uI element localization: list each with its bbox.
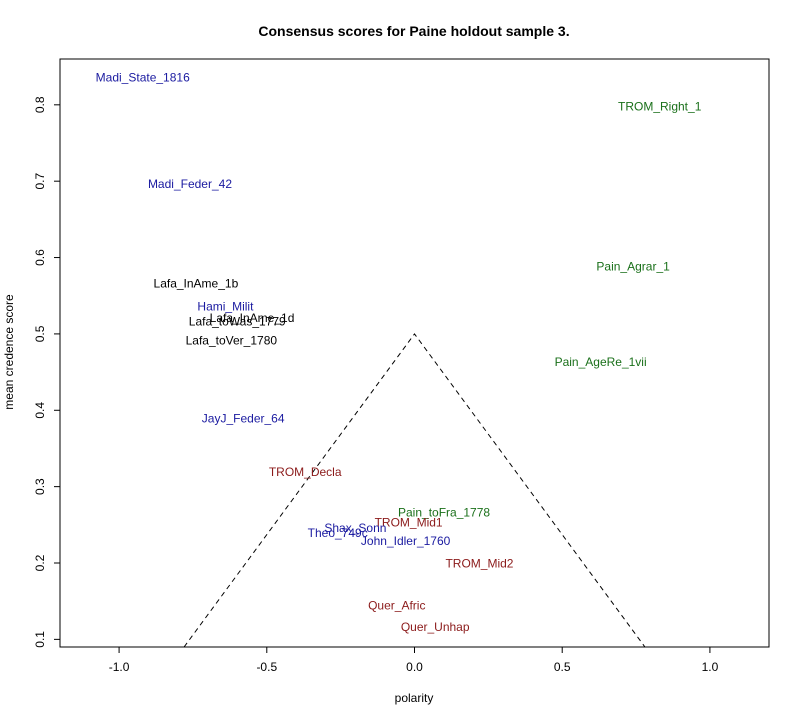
x-tick-label: 1.0 xyxy=(702,660,719,674)
chart-title: Consensus scores for Paine holdout sampl… xyxy=(258,23,569,39)
data-labels: Madi_State_1816 Madi_Feder_42 Lafa_InAme_1… xyxy=(96,70,702,634)
point-label: Madi_Feder_42 xyxy=(148,177,232,191)
point-label: TROM_Right_1 xyxy=(618,99,702,113)
y-axis: 0.1 0.2 0.3 0.4 0.5 0.6 0.7 0.8 xyxy=(33,96,60,648)
x-axis: -1.0 -0.5 0.0 0.5 1.0 xyxy=(109,647,719,674)
point-label: TROM_Mid2 xyxy=(445,557,513,571)
point-label: Lafa_InAme_1d xyxy=(210,311,295,325)
point-label: John_Idler_1760 xyxy=(361,534,451,548)
y-tick-label: 0.3 xyxy=(33,478,47,495)
point-label: TROM_Mid1 xyxy=(375,515,443,529)
reference-triangle xyxy=(183,333,646,648)
x-tick-label: -1.0 xyxy=(109,660,130,674)
point-label: JayJ_Feder_64 xyxy=(202,412,285,426)
point-label: Madi_State_1816 xyxy=(96,70,190,84)
point-label: Shax_Sonn xyxy=(324,521,386,535)
point-label: Pain_AgeRe_1vii xyxy=(555,355,647,369)
y-axis-label: mean credence score xyxy=(2,294,16,410)
point-label: Theo_749c xyxy=(308,526,368,540)
point-label: Lafa_InAme_1b xyxy=(154,276,239,290)
x-axis-label: polarity xyxy=(395,691,434,705)
x-tick-label: -0.5 xyxy=(256,660,277,674)
point-label: Quer_Unhap xyxy=(401,620,470,634)
y-tick-label: 0.6 xyxy=(33,249,47,266)
point-label: Pain_toFra_1778 xyxy=(398,506,490,520)
y-tick-label: 0.4 xyxy=(33,402,47,419)
plot-frame xyxy=(59,58,770,648)
x-tick-label: 0.5 xyxy=(554,660,571,674)
point-label: Hami_Milit xyxy=(197,299,254,313)
y-tick-label: 0.1 xyxy=(33,631,47,648)
y-tick-label: 0.5 xyxy=(33,325,47,342)
point-label: Lafa_toWas_1779 xyxy=(189,315,286,329)
point-label: Quer_Afric xyxy=(368,599,425,613)
y-tick-label: 0.2 xyxy=(33,554,47,571)
point-label: Pain_Agrar_1 xyxy=(596,260,670,274)
y-tick-label: 0.8 xyxy=(33,96,47,113)
y-tick-label: 0.7 xyxy=(33,173,47,190)
x-tick-label: 0.0 xyxy=(406,660,423,674)
point-label: TROM_Decla xyxy=(269,465,342,479)
point-label: Lafa_toVer_1780 xyxy=(186,334,278,348)
